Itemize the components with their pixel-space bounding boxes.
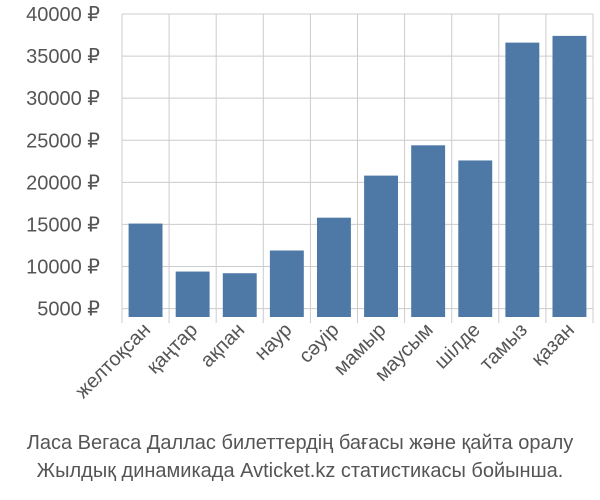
x-tick-label-9: қазан (527, 319, 579, 371)
bar-chart: 5000 ₽ 10000 ₽ 15000 ₽ 20000 ₽ 25000 ₽ 30000 … (26, 4, 594, 403)
x-tick-label-7: шілде (430, 319, 484, 373)
y-tick-label-6: 35000 ₽ (26, 46, 100, 68)
y-tick-label-0: 5000 ₽ (37, 299, 100, 321)
bar-7 (458, 160, 493, 317)
bar-4 (316, 217, 351, 317)
bar-2 (222, 273, 257, 317)
x-tick-label-2: ақпан (196, 319, 249, 372)
x-tick-label-3: наур (251, 319, 297, 365)
x-tick-label-0: желтоқсан (71, 319, 155, 403)
bar-6 (411, 145, 446, 317)
bar-8 (505, 42, 540, 317)
bar-0 (128, 223, 163, 317)
y-tick-label-2: 15000 ₽ (26, 214, 100, 236)
bar-5 (364, 175, 399, 317)
bar-3 (269, 250, 304, 317)
chart-caption-line-2: Жылдық динамикада Avticket.kz статистика… (36, 460, 564, 482)
y-tick-label-7: 40000 ₽ (26, 4, 100, 26)
x-tick-label-1: қаңтар (143, 319, 202, 378)
y-tick-label-4: 25000 ₽ (26, 130, 100, 152)
y-tick-label-5: 30000 ₽ (26, 88, 100, 110)
y-tick-label-3: 20000 ₽ (26, 172, 100, 194)
chart-caption-line-1: Ласа Вегаса Даллас билеттердің бағасы жә… (26, 432, 574, 454)
bar-1 (175, 271, 210, 317)
y-tick-label-1: 10000 ₽ (26, 257, 100, 279)
x-tick-label-8: тамыз (476, 319, 532, 375)
bar-9 (552, 35, 587, 318)
